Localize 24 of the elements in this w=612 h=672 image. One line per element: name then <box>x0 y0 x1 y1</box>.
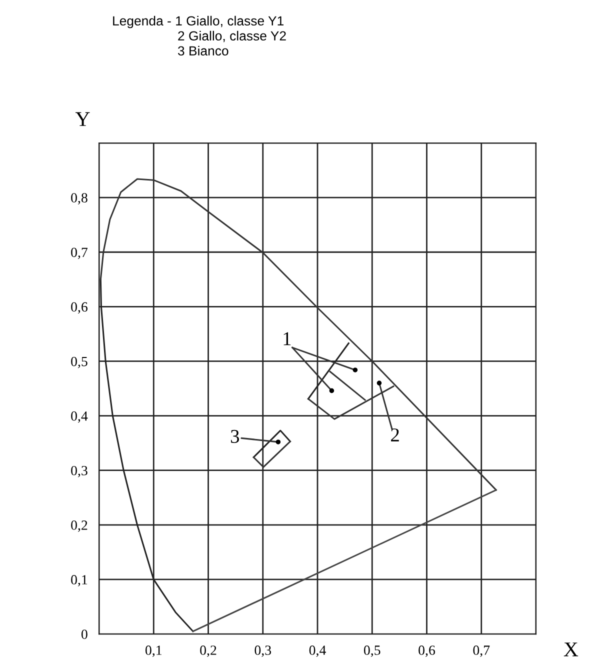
y-tick-label: 0,7 <box>71 248 88 260</box>
y-tick-label: 0,2 <box>71 520 88 532</box>
y-axis-title: Y <box>75 112 90 126</box>
y-tick-label: 0,5 <box>71 356 88 368</box>
x-tick-label: 0,2 <box>200 646 216 657</box>
annotation: 3 <box>230 430 240 443</box>
annotation: 1 <box>284 332 291 346</box>
text: Legenda - 1 Giallo, classe Y1 <box>113 16 284 28</box>
y-tick-label: 0,1 <box>71 575 88 586</box>
y-tick-label: 0,6 <box>71 302 88 314</box>
x-tick-label: 0,7 <box>473 646 490 657</box>
text: 2 Giallo, classe Y2 <box>178 30 286 42</box>
x-tick-label: 0,1 <box>145 646 162 657</box>
y-tick-label: 0 <box>81 630 88 639</box>
y-tick-label: 0,3 <box>71 466 88 478</box>
y-tick-label: 0,4 <box>71 411 88 423</box>
x-tick-label: 0,3 <box>254 646 272 657</box>
x-tick-label: 0,6 <box>418 646 436 657</box>
x-tick-label: 0,4 <box>309 646 326 657</box>
text: 3 Bianco <box>178 46 228 56</box>
annotation: 2 <box>391 428 399 442</box>
x-axis-title: X <box>564 642 578 656</box>
y-tick-label: 0,8 <box>71 193 88 205</box>
x-tick-label: 0,5 <box>364 646 380 657</box>
